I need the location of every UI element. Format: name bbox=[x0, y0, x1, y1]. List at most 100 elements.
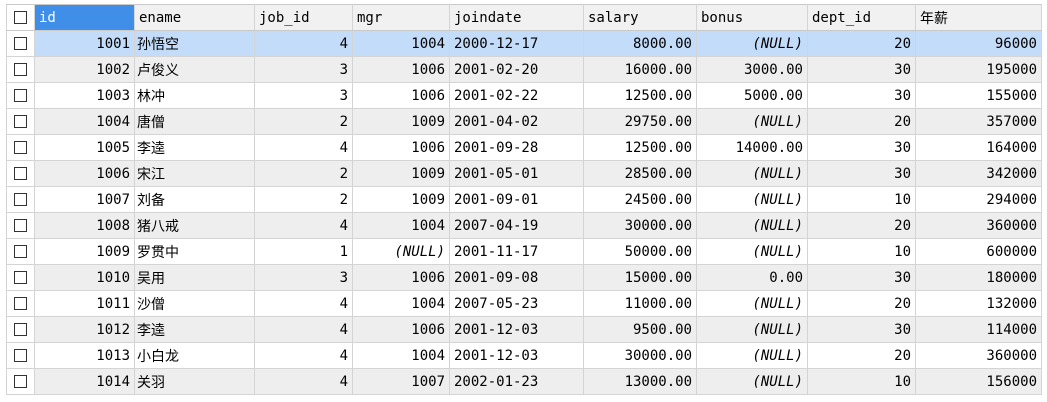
table-row[interactable]: 1004 唐僧 2 1009 2001-04-02 29750.00 (NULL) 20 357… bbox=[6, 108, 1042, 135]
cell-annual-salary[interactable]: 360000 bbox=[915, 212, 1042, 239]
cell-joindate[interactable]: 2007-05-23 bbox=[449, 290, 584, 317]
cell-job-id[interactable]: 1 bbox=[254, 238, 353, 265]
cell-dept-id[interactable]: 30 bbox=[807, 56, 916, 83]
cell-id[interactable]: 1005 bbox=[34, 134, 135, 161]
table-row[interactable]: 1003 林冲 3 1006 2001-02-22 12500.00 5000.00 30 15… bbox=[6, 82, 1042, 109]
cell-dept-id[interactable]: 30 bbox=[807, 134, 916, 161]
cell-id[interactable]: 1011 bbox=[34, 290, 135, 317]
cell-mgr[interactable]: 1006 bbox=[352, 82, 450, 109]
cell-job-id[interactable]: 4 bbox=[254, 290, 353, 317]
cell-dept-id[interactable]: 20 bbox=[807, 30, 916, 57]
cell-annual-salary[interactable]: 164000 bbox=[915, 134, 1042, 161]
column-header-bonus[interactable]: bonus bbox=[696, 4, 808, 31]
cell-ename[interactable]: 猪八戒 bbox=[134, 212, 255, 239]
table-row[interactable]: 1008 猪八戒 4 1004 2007-04-19 30000.00 (NULL) 20 36… bbox=[6, 212, 1042, 239]
cell-dept-id[interactable]: 10 bbox=[807, 368, 916, 395]
cell-ename[interactable]: 卢俊义 bbox=[134, 56, 255, 83]
cell-mgr[interactable]: 1009 bbox=[352, 160, 450, 187]
cell-joindate[interactable]: 2001-09-28 bbox=[449, 134, 584, 161]
row-checkbox[interactable] bbox=[6, 316, 35, 343]
cell-ename[interactable]: 小白龙 bbox=[134, 342, 255, 369]
cell-mgr[interactable]: 1009 bbox=[352, 186, 450, 213]
column-header-annual-salary[interactable]: 年薪 bbox=[915, 4, 1042, 31]
column-header-job-id[interactable]: job_id bbox=[254, 4, 353, 31]
cell-annual-salary[interactable]: 132000 bbox=[915, 290, 1042, 317]
row-checkbox[interactable] bbox=[6, 108, 35, 135]
column-header-joindate[interactable]: joindate bbox=[449, 4, 584, 31]
cell-annual-salary[interactable]: 155000 bbox=[915, 82, 1042, 109]
cell-mgr[interactable]: 1006 bbox=[352, 316, 450, 343]
column-header-id[interactable]: id bbox=[34, 4, 135, 31]
cell-joindate[interactable]: 2001-02-20 bbox=[449, 56, 584, 83]
cell-salary[interactable]: 24500.00 bbox=[583, 186, 697, 213]
cell-ename[interactable]: 沙僧 bbox=[134, 290, 255, 317]
cell-job-id[interactable]: 4 bbox=[254, 30, 353, 57]
table-row[interactable]: 1013 小白龙 4 1004 2001-12-03 30000.00 (NULL) 20 36… bbox=[6, 342, 1042, 369]
cell-id[interactable]: 1008 bbox=[34, 212, 135, 239]
cell-salary[interactable]: 28500.00 bbox=[583, 160, 697, 187]
cell-job-id[interactable]: 3 bbox=[254, 264, 353, 291]
cell-ename[interactable]: 关羽 bbox=[134, 368, 255, 395]
column-header-mgr[interactable]: mgr bbox=[352, 4, 450, 31]
cell-bonus[interactable]: (NULL) bbox=[696, 290, 808, 317]
cell-dept-id[interactable]: 10 bbox=[807, 186, 916, 213]
cell-salary[interactable]: 30000.00 bbox=[583, 212, 697, 239]
row-checkbox[interactable] bbox=[6, 30, 35, 57]
cell-joindate[interactable]: 2002-01-23 bbox=[449, 368, 584, 395]
cell-job-id[interactable]: 2 bbox=[254, 108, 353, 135]
table-row[interactable]: 1006 宋江 2 1009 2001-05-01 28500.00 (NULL) 30 342… bbox=[6, 160, 1042, 187]
cell-id[interactable]: 1002 bbox=[34, 56, 135, 83]
cell-annual-salary[interactable]: 96000 bbox=[915, 30, 1042, 57]
cell-bonus[interactable]: 0.00 bbox=[696, 264, 808, 291]
cell-ename[interactable]: 李逵 bbox=[134, 316, 255, 343]
cell-joindate[interactable]: 2001-12-03 bbox=[449, 316, 584, 343]
table-row[interactable]: 1012 李逵 4 1006 2001-12-03 9500.00 (NULL) 30 1140… bbox=[6, 316, 1042, 343]
cell-salary[interactable]: 12500.00 bbox=[583, 82, 697, 109]
cell-job-id[interactable]: 4 bbox=[254, 316, 353, 343]
row-checkbox[interactable] bbox=[6, 56, 35, 83]
cell-id[interactable]: 1009 bbox=[34, 238, 135, 265]
table-row[interactable]: 1005 李逵 4 1006 2001-09-28 12500.00 14000.00 30 1… bbox=[6, 134, 1042, 161]
cell-annual-salary[interactable]: 156000 bbox=[915, 368, 1042, 395]
cell-joindate[interactable]: 2000-12-17 bbox=[449, 30, 584, 57]
cell-mgr[interactable]: (NULL) bbox=[352, 238, 450, 265]
cell-bonus[interactable]: (NULL) bbox=[696, 30, 808, 57]
cell-id[interactable]: 1004 bbox=[34, 108, 135, 135]
cell-bonus[interactable]: 3000.00 bbox=[696, 56, 808, 83]
row-checkbox[interactable] bbox=[6, 134, 35, 161]
table-row[interactable]: 1009 罗贯中 1 (NULL) 2001-11-17 50000.00 (NULL) 10… bbox=[6, 238, 1042, 265]
table-row[interactable]: 1014 关羽 4 1007 2002-01-23 13000.00 (NULL) 10 156… bbox=[6, 368, 1042, 395]
table-row[interactable]: 1002 卢俊义 3 1006 2001-02-20 16000.00 3000.00 30 1… bbox=[6, 56, 1042, 83]
row-checkbox[interactable] bbox=[6, 186, 35, 213]
cell-joindate[interactable]: 2001-02-22 bbox=[449, 82, 584, 109]
cell-dept-id[interactable]: 30 bbox=[807, 264, 916, 291]
cell-bonus[interactable]: 5000.00 bbox=[696, 82, 808, 109]
column-header-dept-id[interactable]: dept_id bbox=[807, 4, 916, 31]
cell-mgr[interactable]: 1004 bbox=[352, 212, 450, 239]
cell-id[interactable]: 1012 bbox=[34, 316, 135, 343]
cell-joindate[interactable]: 2001-05-01 bbox=[449, 160, 584, 187]
cell-mgr[interactable]: 1009 bbox=[352, 108, 450, 135]
cell-id[interactable]: 1014 bbox=[34, 368, 135, 395]
cell-ename[interactable]: 吴用 bbox=[134, 264, 255, 291]
cell-id[interactable]: 1001 bbox=[34, 30, 135, 57]
cell-id[interactable]: 1003 bbox=[34, 82, 135, 109]
cell-bonus[interactable]: (NULL) bbox=[696, 368, 808, 395]
row-checkbox[interactable] bbox=[6, 290, 35, 317]
select-all-checkbox[interactable] bbox=[6, 4, 35, 31]
cell-mgr[interactable]: 1006 bbox=[352, 264, 450, 291]
cell-annual-salary[interactable]: 114000 bbox=[915, 316, 1042, 343]
cell-salary[interactable]: 29750.00 bbox=[583, 108, 697, 135]
cell-annual-salary[interactable]: 342000 bbox=[915, 160, 1042, 187]
cell-id[interactable]: 1010 bbox=[34, 264, 135, 291]
cell-id[interactable]: 1007 bbox=[34, 186, 135, 213]
cell-annual-salary[interactable]: 360000 bbox=[915, 342, 1042, 369]
cell-dept-id[interactable]: 30 bbox=[807, 82, 916, 109]
cell-id[interactable]: 1013 bbox=[34, 342, 135, 369]
cell-bonus[interactable]: (NULL) bbox=[696, 186, 808, 213]
table-row[interactable]: 1007 刘备 2 1009 2001-09-01 24500.00 (NULL) 10 294… bbox=[6, 186, 1042, 213]
table-row[interactable]: 1011 沙僧 4 1004 2007-05-23 11000.00 (NULL) 20 132… bbox=[6, 290, 1042, 317]
cell-ename[interactable]: 唐僧 bbox=[134, 108, 255, 135]
cell-job-id[interactable]: 3 bbox=[254, 56, 353, 83]
cell-joindate[interactable]: 2001-11-17 bbox=[449, 238, 584, 265]
